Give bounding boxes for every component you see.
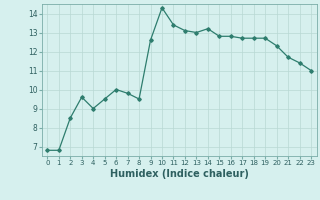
X-axis label: Humidex (Indice chaleur): Humidex (Indice chaleur) (110, 169, 249, 179)
